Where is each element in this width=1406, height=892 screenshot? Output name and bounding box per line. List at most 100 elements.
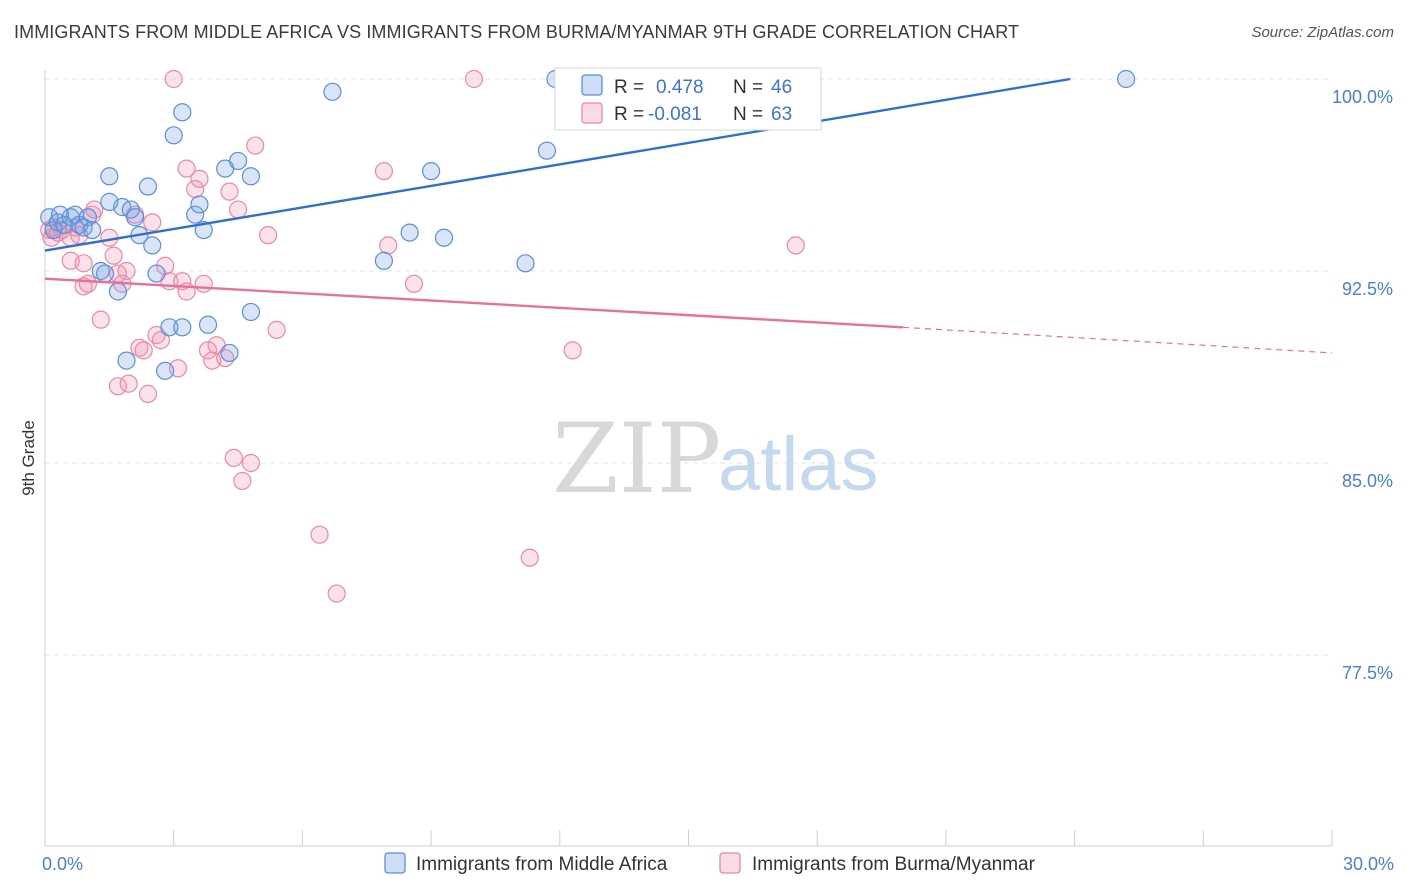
pink-point	[138, 384, 158, 403]
pink-point	[143, 213, 162, 232]
blue-point	[143, 236, 162, 255]
pink-trend-line	[44, 277, 904, 329]
blue-point	[147, 264, 166, 283]
blue-point	[198, 315, 218, 334]
blue-point	[190, 195, 209, 214]
stats-blue-swatch	[581, 74, 603, 96]
pink-point	[246, 136, 265, 155]
blue-point	[323, 82, 342, 101]
y-tick-labels: 77.5% 85.0% 92.5% 100.0%	[1332, 87, 1393, 683]
blue-point	[95, 264, 115, 283]
pink-point	[134, 341, 153, 360]
pink-point	[241, 453, 261, 473]
stats-box-frame	[554, 67, 822, 131]
pink-point	[520, 548, 539, 567]
legend-pink-label: Immigrants from Burma/Myanmar	[752, 854, 1036, 875]
pink-point	[233, 471, 252, 491]
pink-point	[258, 226, 278, 245]
blue-trend-line	[44, 77, 1071, 252]
x-ticks	[44, 830, 1333, 846]
pink-point	[117, 261, 136, 281]
x-tick-label-min: 0.0%	[42, 854, 83, 874]
blue-point	[241, 302, 261, 322]
pink-point	[194, 274, 213, 293]
pink-point	[190, 169, 209, 188]
pink-point	[224, 448, 243, 467]
blue-point	[100, 167, 119, 186]
legend-blue-label: Immigrants from Middle Africa	[416, 854, 668, 875]
pink-point	[220, 182, 239, 201]
watermark: ZIP atlas	[552, 403, 879, 515]
y-tick-label: 77.5%	[1342, 663, 1393, 683]
blue-point	[117, 351, 136, 370]
watermark-atlas: atlas	[718, 422, 879, 507]
blue-point	[537, 141, 557, 160]
stats-pink-swatch	[581, 102, 603, 124]
pink-point	[404, 274, 424, 293]
pink-series-points	[40, 69, 805, 603]
blue-point	[374, 251, 394, 270]
blue-point	[156, 361, 175, 380]
blue-point	[516, 254, 535, 273]
pink-point	[177, 159, 196, 178]
pink-point	[267, 320, 286, 339]
blue-point	[220, 343, 239, 363]
blue-point	[164, 126, 183, 145]
legend-pink-swatch	[719, 852, 741, 874]
blue-point	[422, 162, 441, 181]
stats-pink-r-value: -0.081	[648, 104, 702, 125]
blue-point	[50, 205, 70, 224]
pink-point	[464, 69, 484, 89]
blue-point	[1116, 69, 1136, 89]
blue-point	[83, 220, 102, 240]
pink-point	[104, 246, 123, 265]
stats-pink-r-label: R =	[614, 104, 644, 125]
stats-pink-n-value: 63	[771, 104, 792, 125]
x-tick-label-max: 30.0%	[1343, 854, 1394, 874]
legend-blue-swatch	[384, 852, 406, 874]
y-tick-label: 92.5%	[1342, 279, 1393, 299]
pink-point	[78, 274, 98, 293]
y-tick-label: 100.0%	[1332, 87, 1393, 107]
blue-point	[228, 151, 248, 171]
y-axis-label: 9th Grade	[19, 420, 38, 496]
blue-point	[434, 228, 454, 247]
blue-point	[173, 318, 192, 337]
stats-pink-n-label: N =	[733, 104, 763, 125]
pink-point	[108, 377, 128, 396]
chart-title: IMMIGRANTS FROM MIDDLE AFRICA VS IMMIGRA…	[14, 22, 1020, 42]
stats-blue-r-value: 0.478	[656, 77, 704, 98]
pink-point	[563, 341, 582, 360]
pink-point	[374, 162, 394, 181]
blue-point	[108, 282, 128, 301]
blue-point	[160, 318, 179, 337]
pink-point	[151, 331, 170, 350]
pink-point	[119, 374, 138, 393]
source-credit: Source: ZipAtlas.com	[1251, 24, 1394, 41]
blue-point	[138, 177, 158, 196]
blue-point	[173, 103, 192, 122]
pink-point	[74, 254, 93, 273]
pink-point	[164, 69, 183, 89]
blue-point	[186, 205, 205, 224]
blue-point	[241, 167, 261, 186]
pink-point	[228, 200, 248, 219]
pink-point	[91, 310, 110, 329]
trend-lines	[44, 77, 1333, 354]
y-tick-label: 85.0%	[1342, 471, 1393, 491]
stats-blue-n-value: 46	[771, 77, 792, 98]
stats-box: R = 0.478 N = 46 R = -0.081 N = 63	[554, 67, 822, 131]
watermark-zip: ZIP	[552, 403, 721, 515]
blue-point	[400, 223, 419, 242]
blue-point	[125, 208, 145, 227]
pink-point	[198, 341, 218, 360]
pink-point	[310, 525, 329, 544]
legend: Immigrants from Middle Africa Immigrants…	[384, 852, 1036, 875]
stats-blue-r-label: R =	[614, 77, 644, 98]
pink-point	[379, 236, 398, 255]
stats-blue-n-label: N =	[733, 77, 763, 98]
pink-point	[327, 584, 346, 603]
pink-trend-line-extension	[902, 326, 1333, 354]
pink-point	[786, 236, 805, 255]
